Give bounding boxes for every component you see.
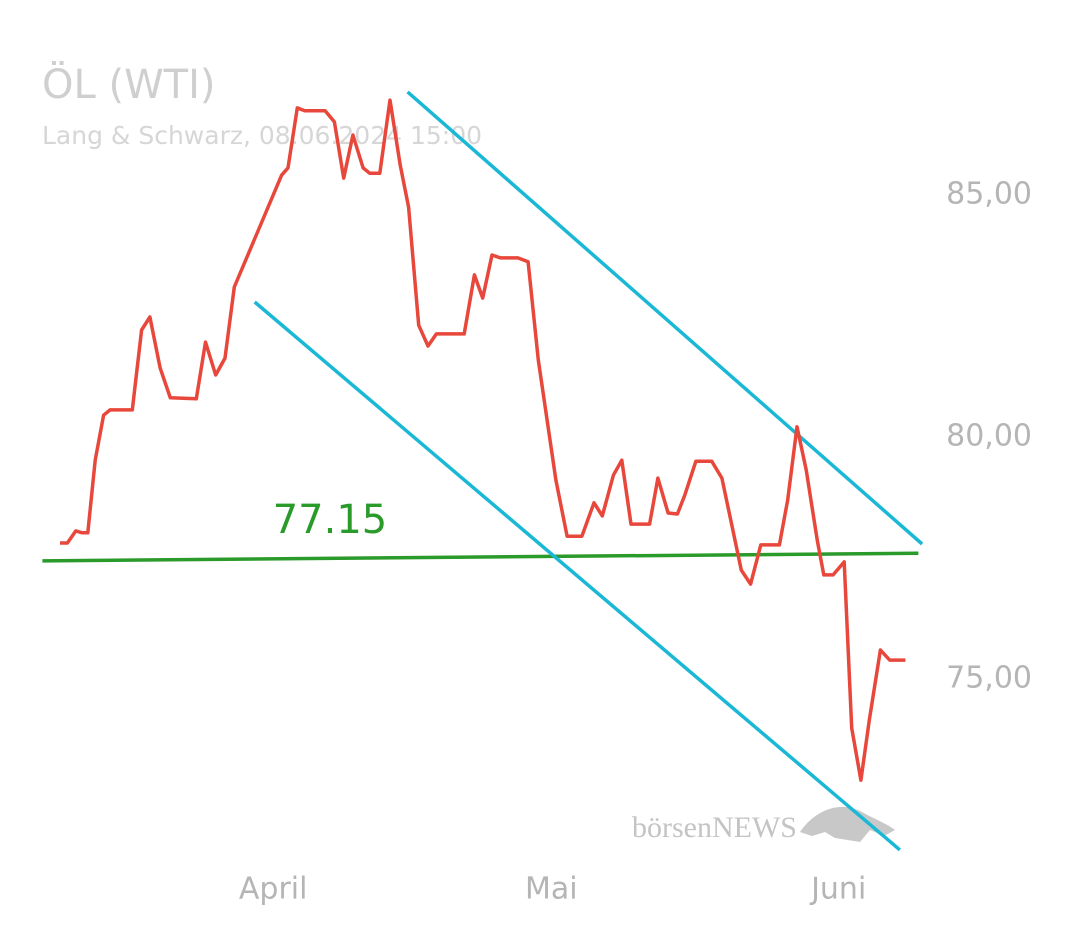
trend-line	[406, 90, 924, 546]
chart-title: ÖL (WTI)	[42, 60, 215, 108]
trend-line	[253, 300, 902, 852]
x-tick-label: Mai	[525, 872, 578, 907]
trend-line-label: 77.15	[273, 497, 388, 543]
bull-icon	[800, 806, 895, 842]
watermark-logo	[800, 806, 895, 842]
y-tick-label: 80,00	[946, 419, 1032, 454]
watermark: börsenNEWS	[632, 811, 797, 844]
chart-subtitle: Lang & Schwarz, 08.06.2024 15:00	[42, 121, 482, 150]
x-tick-label: April	[239, 872, 308, 907]
trend-line	[42, 551, 919, 563]
price-line	[60, 98, 906, 782]
x-tick-label: Juni	[809, 872, 866, 907]
y-tick-label: 75,00	[946, 661, 1032, 696]
y-tick-label: 85,00	[946, 177, 1032, 212]
